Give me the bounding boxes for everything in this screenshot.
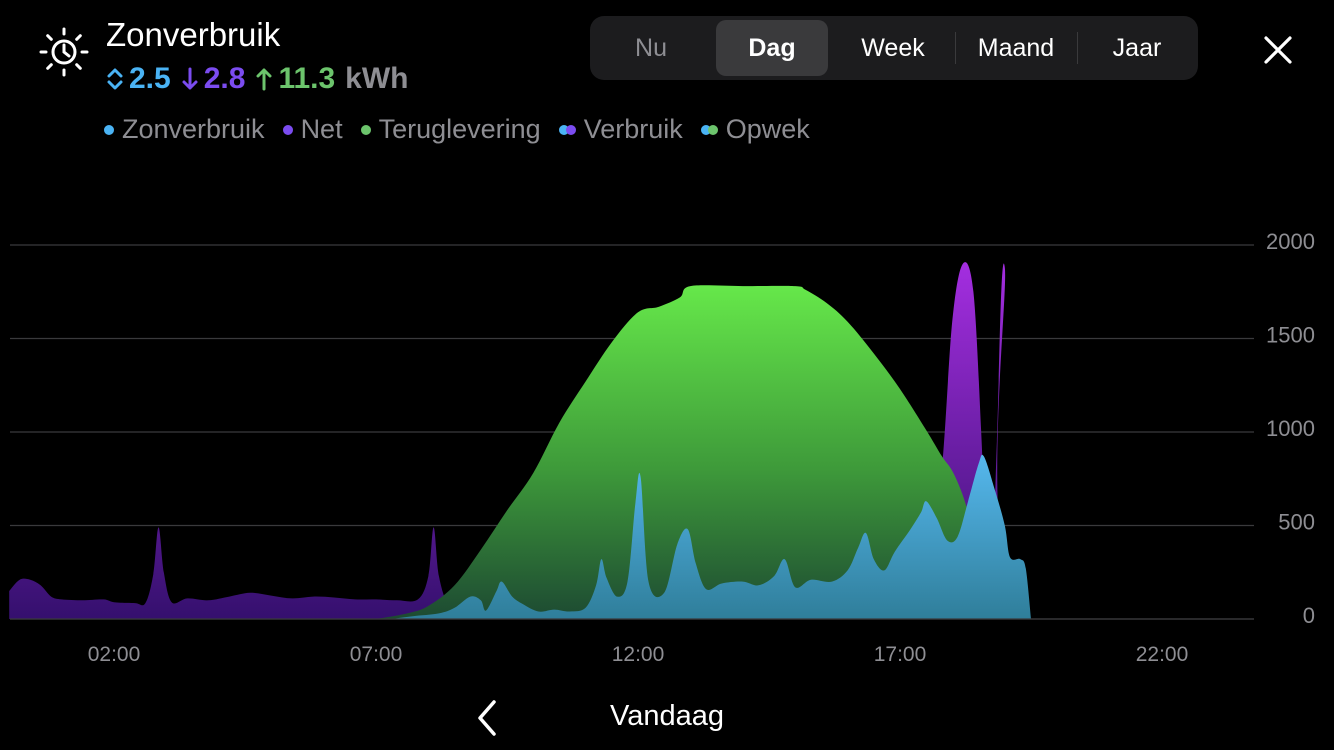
legend-dot bbox=[558, 124, 576, 135]
arrow-up-icon bbox=[256, 68, 272, 91]
self-use-icon bbox=[107, 68, 123, 90]
legend-item-net: Net bbox=[282, 114, 343, 145]
chevron-left-icon[interactable] bbox=[470, 696, 502, 740]
y-tick-label: 500 bbox=[1278, 510, 1315, 535]
tab-jaar[interactable]: Jaar bbox=[1112, 34, 1162, 62]
energy-chart: 0 500 1000 1500 2000 02:00 07:00 12:00 17:00 22:0… bbox=[9, 229, 1315, 666]
grid-value: 2.8 bbox=[203, 62, 246, 95]
legend-label: Verbruik bbox=[583, 114, 683, 144]
legend-label: Net bbox=[300, 114, 343, 144]
legend-dot bbox=[104, 124, 114, 135]
date-label: Vandaag bbox=[610, 700, 724, 732]
zonverbruik-area bbox=[391, 454, 1031, 619]
legend-label: Teruglevering bbox=[378, 114, 541, 144]
y-tick-label: 2000 bbox=[1266, 229, 1315, 254]
legend-dot bbox=[282, 124, 293, 135]
teruglevering-area bbox=[376, 285, 1010, 619]
legend-item-teruglevering: Teruglevering bbox=[360, 114, 541, 145]
legend-label: Opwek bbox=[725, 114, 810, 144]
x-tick-label: 07:00 bbox=[350, 643, 403, 666]
tab-week[interactable]: Week bbox=[861, 34, 925, 62]
tab-divider bbox=[1077, 32, 1078, 64]
sun-clock-icon bbox=[39, 27, 89, 77]
net-area bbox=[9, 262, 1267, 619]
return-value: 11.3 bbox=[278, 62, 336, 95]
self-use-value: 2.5 bbox=[129, 62, 171, 95]
legend-dot bbox=[360, 124, 371, 135]
legend-label: Zonverbruik bbox=[122, 114, 265, 144]
legend-item-verbruik: Verbruik bbox=[558, 114, 683, 145]
legend-dot bbox=[700, 124, 718, 135]
tab-maand[interactable]: Maand bbox=[977, 34, 1055, 62]
y-tick-label: 0 bbox=[1303, 603, 1315, 628]
chart-legend: Zonverbruik Net Teruglevering Verbruik O… bbox=[104, 114, 828, 145]
x-tick-label: 17:00 bbox=[874, 643, 927, 666]
x-tick-label: 22:00 bbox=[1136, 643, 1189, 666]
period-selector: Nu Dag Week Maand Jaar bbox=[590, 16, 1198, 80]
x-tick-label: 02:00 bbox=[88, 643, 141, 666]
x-tick-label: 12:00 bbox=[612, 643, 665, 666]
page-title: Zonverbruik bbox=[106, 16, 281, 53]
tab-divider bbox=[955, 32, 956, 64]
tab-dag[interactable]: Dag bbox=[716, 20, 828, 76]
y-tick-label: 1000 bbox=[1266, 416, 1315, 441]
close-icon[interactable] bbox=[1258, 30, 1298, 70]
legend-item-zonverbruik: Zonverbruik bbox=[104, 114, 265, 145]
legend-item-opwek: Opwek bbox=[700, 114, 810, 145]
arrow-down-icon bbox=[182, 67, 198, 90]
y-tick-label: 1500 bbox=[1266, 323, 1315, 348]
unit-label: kWh bbox=[345, 62, 409, 95]
energy-summary: 2.5 2.8 11.3 kWh bbox=[106, 62, 409, 96]
tab-nu[interactable]: Nu bbox=[635, 34, 667, 62]
